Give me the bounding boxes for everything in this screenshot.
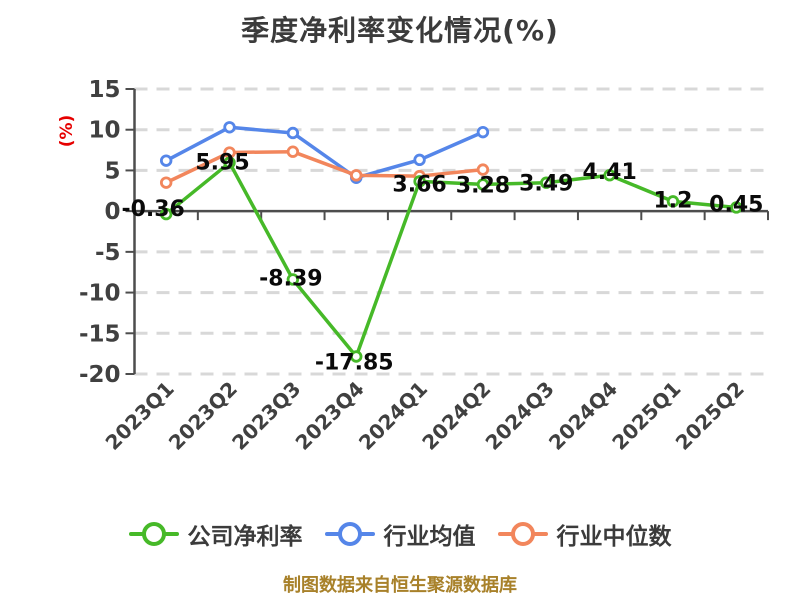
legend-label-industry-mean: 行业均值 (383, 524, 476, 550)
data-source-note: 制图数据来自恒生聚源数据库 (283, 575, 517, 596)
data-label: 5.95 (195, 151, 249, 176)
y-axis-unit-label: (%) (57, 115, 77, 148)
point-industry-mean (286, 126, 300, 140)
data-label: -8.39 (259, 266, 322, 291)
legend-label-industry-median: 行业中位数 (556, 524, 672, 550)
line-company-net-margin (164, 160, 739, 359)
y-tick-label: 5 (104, 158, 120, 184)
point-company-net-margin (350, 350, 363, 363)
point-industry-median (286, 145, 300, 158)
point-industry-mean (413, 153, 426, 167)
data-label: 3.66 (392, 172, 446, 197)
point-company-net-margin (540, 176, 553, 189)
y-tick-label: -20 (79, 362, 121, 388)
point-company-net-margin (603, 169, 616, 182)
point-company-net-margin (666, 195, 680, 208)
legend-marker-blue-icon (324, 522, 375, 546)
point-company-net-margin (223, 156, 236, 169)
data-label: 3.49 (519, 172, 573, 197)
point-company-net-margin (286, 273, 300, 286)
legend-label-company-net-margin: 公司净利率 (187, 524, 303, 550)
y-tick-label: -10 (79, 281, 121, 307)
point-industry-mean (476, 125, 490, 139)
y-tick-label: -5 (95, 240, 121, 266)
legend-item-industry-median[interactable]: 行业中位数 (497, 517, 672, 551)
legend-marker-orange-icon (497, 522, 548, 546)
x-tick-label: 2025Q2 (671, 377, 749, 455)
point-industry-median (159, 176, 173, 189)
point-company-net-margin (730, 201, 743, 214)
y-tick-label: 10 (88, 118, 120, 144)
data-label: 3.28 (456, 173, 510, 198)
legend-marker-green-icon (128, 522, 179, 546)
x-tick-label: 2024Q2 (417, 377, 495, 455)
y-tick-label: -15 (79, 321, 121, 347)
data-label: 1.2 (653, 188, 692, 213)
x-tick-label: 2023Q4 (291, 377, 369, 455)
point-industry-median (350, 169, 363, 182)
data-label: 0.45 (709, 192, 763, 217)
point-company-net-margin (476, 178, 490, 191)
legend-item-company-net-margin[interactable]: 公司净利率 (128, 517, 303, 551)
x-tick-label: 2024Q4 (544, 377, 622, 455)
line-industry-median (164, 149, 485, 185)
point-industry-mean (223, 121, 236, 134)
chart-title: 季度净利率变化情况(%) (241, 14, 559, 47)
line-industry-mean (164, 125, 485, 180)
point-company-net-margin (413, 175, 426, 188)
data-label: -0.36 (121, 197, 184, 222)
y-tick-label: 0 (104, 199, 120, 225)
data-label: 4.41 (582, 160, 636, 185)
data-label: -17.85 (315, 350, 394, 375)
chart-legend: 公司净利率 行业均值 行业中位数 (0, 517, 800, 551)
x-tick-label: 2023Q2 (164, 377, 242, 455)
x-tick-label: 2024Q3 (481, 377, 559, 455)
x-tick-label: 2023Q3 (227, 377, 305, 455)
point-industry-median (476, 163, 490, 176)
x-tick-label: 2025Q1 (607, 377, 685, 455)
point-company-net-margin (159, 207, 173, 221)
x-tick-label: 2024Q1 (354, 377, 432, 455)
legend-item-industry-mean[interactable]: 行业均值 (324, 517, 476, 551)
x-tick-label: 2023Q1 (101, 377, 179, 455)
point-industry-mean (159, 154, 173, 167)
y-tick-label: 15 (88, 77, 120, 103)
